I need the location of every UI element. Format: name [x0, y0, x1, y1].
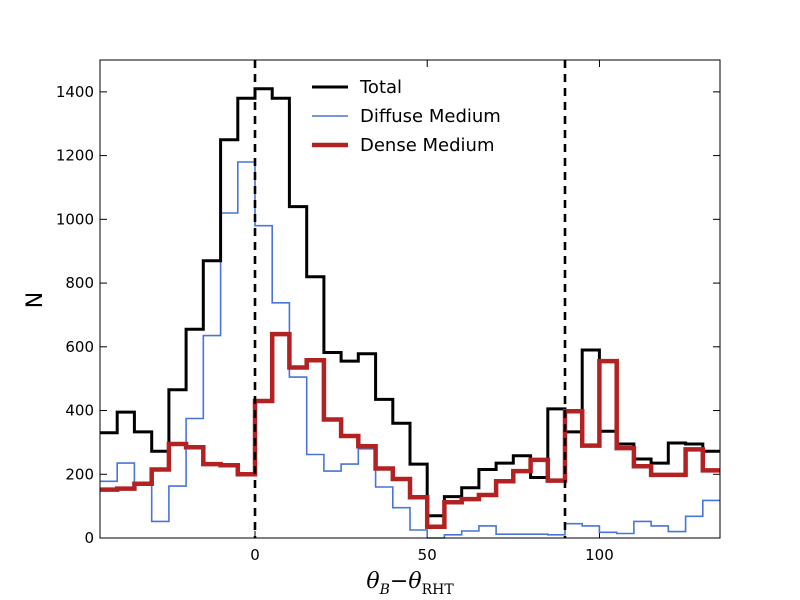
- y-tick-label: 400: [65, 402, 94, 420]
- x-tick-label: 100: [585, 546, 614, 564]
- series-layer: [100, 87, 720, 539]
- legend-label-total: Total: [359, 77, 402, 98]
- y-tick-label: 1200: [56, 147, 94, 165]
- y-tick-label: 600: [65, 338, 94, 356]
- x-axis-label: θB−θRHT: [366, 569, 454, 598]
- y-tick-label: 0: [84, 529, 94, 547]
- y-tick-label: 1400: [56, 83, 94, 101]
- y-tick-label: 200: [65, 465, 94, 483]
- x-tick-label: 0: [250, 546, 260, 564]
- series-diffuse-line: [100, 161, 720, 539]
- plot-frame: [99, 59, 721, 539]
- tick-labels: 0 200 400 600 800 1000 1200 1400 0 50 100: [56, 83, 614, 564]
- y-tick-label: 1000: [56, 210, 94, 228]
- x-tick-label: 50: [418, 546, 437, 564]
- series-dense-line: [100, 331, 720, 530]
- tick-marks: [100, 60, 720, 539]
- y-axis-label: N: [23, 292, 48, 308]
- legend-label-diffuse: Diffuse Medium: [360, 106, 501, 127]
- vertical-reference-lines: [253, 60, 567, 538]
- y-tick-label: 800: [65, 274, 94, 292]
- legend-label-dense: Dense Medium: [360, 135, 495, 156]
- legend: Total Diffuse Medium Dense Medium: [312, 77, 501, 156]
